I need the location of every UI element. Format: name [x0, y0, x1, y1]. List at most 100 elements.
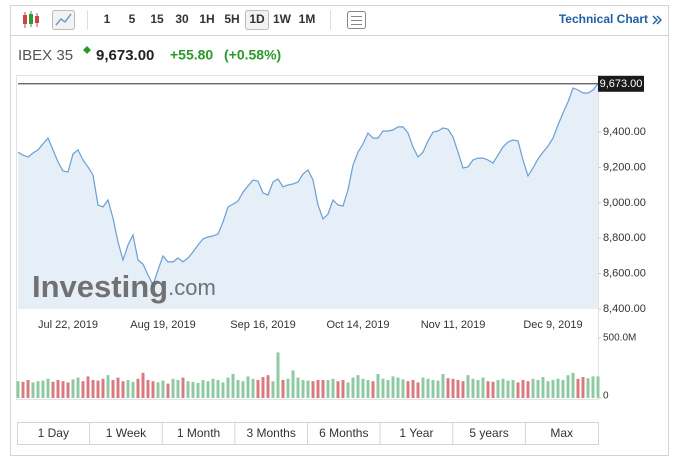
volume-bar — [421, 377, 425, 398]
last-price-tag — [598, 75, 644, 92]
volume-bar — [341, 380, 345, 398]
volume-bar — [261, 377, 265, 398]
range-button[interactable]: 1 Week — [106, 426, 147, 440]
volume-bar — [391, 376, 395, 398]
active-interval-box — [245, 10, 269, 30]
volume-bar — [396, 377, 400, 398]
volume-bar — [271, 381, 275, 398]
volume-bar — [496, 380, 500, 398]
volume-bar — [231, 374, 235, 398]
price-line — [17, 83, 599, 287]
volume-bar — [301, 380, 305, 398]
range-button[interactable]: 3 Months — [247, 426, 296, 440]
volume-bar — [236, 380, 240, 398]
candle-icon[interactable] — [23, 11, 39, 28]
link-chevron — [652, 15, 658, 25]
volume-bar — [581, 377, 585, 398]
volume-bar — [591, 376, 595, 398]
interval-button[interactable]: 1 — [104, 12, 111, 26]
candle-body — [29, 14, 33, 24]
volume-bar — [426, 378, 430, 398]
link-chevron — [656, 15, 662, 25]
watermark-suffix: .com — [168, 275, 216, 300]
volume-bar — [126, 380, 130, 398]
interval-button[interactable]: 1H — [199, 12, 214, 26]
interval-button[interactable]: 1D — [249, 12, 265, 26]
interval-button[interactable]: 30 — [175, 12, 189, 26]
watermark-brand: Investing — [32, 269, 168, 304]
volume-bar — [556, 378, 560, 398]
line-icon[interactable] — [52, 10, 75, 30]
volume-bar — [326, 380, 330, 398]
volume-bar — [276, 352, 280, 398]
volume-bar — [256, 380, 260, 398]
range-button[interactable]: 5 years — [469, 426, 508, 440]
volume-bar — [441, 374, 445, 398]
volume-bar — [66, 382, 70, 398]
range-button[interactable]: 1 Month — [177, 426, 220, 440]
volume-bar — [41, 380, 45, 398]
volume-bar — [81, 381, 85, 398]
y-tick-label: 8,600.00 — [603, 268, 646, 280]
y-tick-label: 9,400.00 — [603, 126, 646, 138]
x-tick-label: Nov 11, 2019 — [421, 319, 486, 331]
table-icon[interactable] — [347, 11, 366, 29]
x-tick-label: Dec 9, 2019 — [523, 319, 582, 331]
interval-button[interactable]: 5H — [224, 12, 239, 26]
plot — [17, 83, 599, 309]
volume-bar — [521, 380, 525, 398]
y-tick-label: 8,800.00 — [603, 232, 646, 244]
interval-button[interactable]: 1W — [273, 12, 292, 26]
volume-bar — [401, 379, 405, 398]
volume-bar — [366, 380, 370, 398]
volume-bar — [431, 380, 435, 398]
volume-bar — [501, 378, 505, 398]
volume-tick-label: 500.0M — [603, 333, 636, 344]
volume-bar — [311, 381, 315, 398]
volume-bar — [151, 381, 155, 398]
volume-bar — [76, 377, 80, 398]
interval-button[interactable]: 5 — [129, 12, 136, 26]
interval-button[interactable]: 1M — [299, 12, 316, 26]
volume-bar — [571, 372, 575, 398]
volume-bar — [201, 380, 205, 398]
volume-bar — [101, 378, 105, 398]
volume-bar — [136, 378, 140, 398]
volume-bar — [531, 378, 535, 398]
volume-bar — [216, 380, 220, 398]
last-price: 9,673.00 — [96, 47, 154, 64]
volume-bar — [206, 381, 210, 398]
volume-bar — [221, 382, 225, 398]
y-tick-label: 8,400.00 — [603, 303, 646, 315]
volume-bar — [576, 378, 580, 398]
range-button[interactable]: 1 Year — [399, 426, 433, 440]
volume-bar — [156, 382, 160, 398]
range-button[interactable]: 1 Day — [38, 426, 69, 440]
volume-bar — [361, 378, 365, 398]
volume-bar — [186, 381, 190, 398]
price-area — [18, 83, 598, 309]
volume-bar — [466, 375, 470, 398]
volume-bar — [561, 380, 565, 398]
x-tick-label: Aug 19, 2019 — [130, 319, 195, 331]
volume-bar — [541, 377, 545, 398]
volume-bar — [511, 380, 515, 398]
icon-line — [55, 13, 72, 26]
volume-bar — [316, 380, 320, 398]
price-change: +55.80 — [170, 47, 213, 63]
range-button[interactable]: 6 Months — [319, 426, 368, 440]
volume-bar — [16, 381, 20, 398]
interval-button[interactable]: 15 — [150, 12, 164, 26]
volume-bar — [516, 382, 520, 398]
volume-bar — [406, 381, 410, 398]
volume-bar — [451, 378, 455, 398]
volume-bar — [386, 380, 390, 398]
technical-chart-link[interactable]: Technical Chart — [559, 12, 648, 26]
range-button[interactable]: Max — [550, 426, 573, 440]
volume-bar — [376, 374, 380, 398]
x-tick-label: Sep 16, 2019 — [230, 319, 295, 331]
volume-bar — [266, 375, 270, 398]
candle-body — [35, 16, 39, 23]
volume-bar — [411, 380, 415, 398]
